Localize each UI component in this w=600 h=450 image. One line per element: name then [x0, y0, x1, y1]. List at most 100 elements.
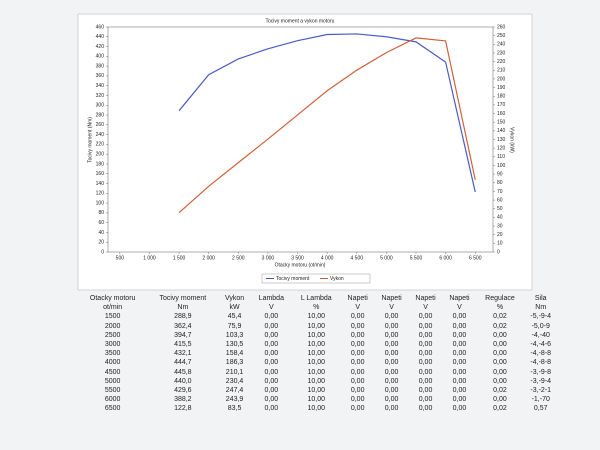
data-row: 2500 394,7 103,3 0,00 10,00 0,00 0,00 0,00 0,00 0…	[78, 331, 558, 340]
table-cell: 0,00	[350, 331, 365, 339]
y-tick-label: 60	[98, 220, 104, 226]
table-cell: 0,00	[452, 386, 467, 394]
table-cell: 445,8	[174, 368, 192, 376]
data-row: 4500 445,8 210,1 0,00 10,00 0,00 0,00 0,00 0,00 0…	[78, 368, 558, 377]
y2-tick-label: 70	[497, 189, 503, 195]
x-axis-label: Otacky motoru (ot/min)	[275, 262, 326, 268]
chart: Tocivy moment a vykon motoru Otacky moto…	[77, 13, 533, 291]
table-cell: 388,2	[174, 396, 192, 404]
y-tick-label: 240	[96, 132, 105, 138]
series-line	[178, 33, 476, 193]
table-cell: 288,9	[174, 313, 192, 321]
table-cell: kW	[229, 304, 240, 312]
table-cell: -4,-4-6	[530, 341, 552, 349]
table-cell: 0,00	[418, 396, 433, 404]
table-cell: %	[496, 304, 504, 312]
x-tick-label: 1 500	[173, 255, 186, 261]
table-cell: V	[389, 304, 394, 312]
table-cell: 0,57	[533, 405, 548, 413]
y-tick-label: 320	[96, 93, 105, 99]
y2-tick-label: 190	[497, 85, 506, 91]
table-cell: 0,00	[350, 405, 365, 413]
table-cell: 5500	[104, 386, 121, 394]
table-cell: 0,00	[452, 322, 467, 330]
x-tick-label: 1 000	[143, 255, 156, 261]
y2-tick-label: 60	[497, 197, 503, 203]
table-cell: 10,00	[307, 396, 326, 404]
data-row: 4000 444,7 186,3 0,00 10,00 0,00 0,00 0,00 0,00 0…	[78, 358, 558, 367]
y2-tick-label: 220	[497, 59, 506, 65]
table-cell: Regulace	[485, 295, 515, 303]
table-cell: 0,00	[264, 322, 279, 330]
table-cell: 432,1	[174, 350, 192, 358]
table-cell: 0,00	[384, 396, 399, 404]
table-cell: Sila	[534, 295, 547, 303]
table-cell: 0,00	[418, 331, 433, 339]
table-cell: 415,5	[174, 341, 192, 349]
table-cell: 0,00	[384, 405, 399, 413]
data-row: 6500 122,8 83,5 0,00 10,00 0,00 0,00 0,00 0,00 0,…	[78, 404, 558, 413]
table-cell: Napeti	[415, 295, 436, 303]
data-row: 1500 288,9 45,4 0,00 10,00 0,00 0,00 0,00 0,00 0,…	[78, 312, 558, 321]
table-cell: 10,00	[307, 405, 326, 413]
table-cell: -5,0-9	[531, 322, 550, 330]
table-cell: 0,00	[452, 313, 467, 321]
y2-tick-label: 250	[497, 33, 506, 39]
table-cell: 230,4	[225, 377, 244, 385]
table-cell: 5000	[104, 377, 121, 385]
table-cell: 0,00	[418, 359, 433, 367]
x-tick-label: 2 000	[202, 255, 215, 261]
series-line	[178, 37, 476, 214]
table-cell: 103,3	[225, 331, 244, 339]
table-cell: 0,02	[493, 386, 507, 394]
table-cell: 0,00	[493, 377, 507, 385]
y2-tick-label: 30	[497, 223, 503, 229]
table-cell: 0,00	[264, 396, 279, 404]
legend-label: Tocivy moment	[276, 276, 310, 282]
table-cell: 0,02	[493, 322, 507, 330]
table-cell: 0,00	[384, 341, 399, 349]
table-cell: Vykon	[224, 295, 245, 303]
y-tick-label: 120	[96, 191, 105, 197]
y2-tick-label: 130	[497, 137, 506, 143]
table-cell: 0,00	[452, 331, 467, 339]
y-tick-label: 80	[98, 210, 104, 216]
table-cell: 1500	[104, 313, 121, 321]
table-cell: 0,00	[384, 359, 399, 367]
y2-tick-label: 160	[497, 111, 506, 117]
table-cell: 362,4	[174, 322, 192, 330]
table-cell: 247,4	[225, 386, 244, 394]
table-cell: %	[313, 304, 320, 312]
header-row: Otacky motoru Tocivy moment Vykon Lambda L L…	[78, 294, 558, 303]
table-cell: 0,00	[264, 350, 279, 358]
table-cell: 0,00	[264, 341, 279, 349]
table-cell: 186,3	[225, 359, 244, 367]
table-cell: -4,-8-8	[530, 359, 552, 367]
table-cell: 0,00	[384, 368, 399, 376]
y-tick-label: 160	[96, 171, 105, 177]
table-cell: 0,00	[264, 313, 279, 321]
y2-tick-label: 80	[497, 180, 503, 186]
table-cell: 10,00	[307, 313, 326, 321]
table-cell: 0,00	[493, 341, 507, 349]
y-tick-label: 40	[98, 230, 104, 236]
table-cell: V	[423, 304, 428, 312]
table-cell: 0,00	[384, 331, 399, 339]
table-cell: 10,00	[307, 359, 326, 367]
y-tick-label: 360	[96, 73, 105, 79]
table-cell: V	[355, 304, 360, 312]
y-tick-label: 140	[96, 181, 105, 187]
table-cell: 0,00	[384, 313, 399, 321]
table-cell: 0,00	[264, 386, 279, 394]
table-cell: 0,00	[264, 368, 279, 376]
table-cell: 0,00	[264, 377, 279, 385]
table-cell: 440,0	[174, 377, 192, 385]
table-cell: 130,5	[225, 341, 244, 349]
table-cell: 0,00	[350, 350, 365, 358]
table-cell: 10,00	[307, 368, 326, 376]
table-cell: Napeti	[381, 295, 402, 303]
y2-tick-label: 240	[497, 42, 506, 48]
table-cell: Napeti	[449, 295, 470, 303]
table-cell: 0,00	[452, 359, 467, 367]
table-cell: 10,00	[307, 350, 326, 358]
